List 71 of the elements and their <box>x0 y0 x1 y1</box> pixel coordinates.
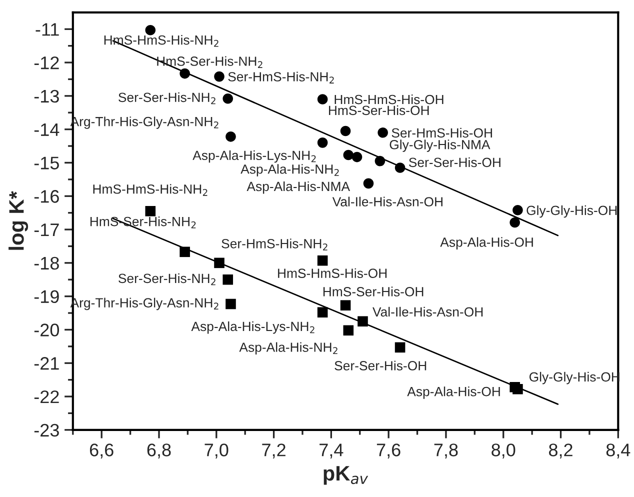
annotation: Asp-Ala-His-NH$_{2}$ <box>240 164 339 176</box>
point <box>226 298 236 310</box>
x-tick-label: 6,8 <box>147 444 171 458</box>
y-tick-label: -12 <box>34 56 59 70</box>
x-tick-label: 6,6 <box>90 444 114 458</box>
y-tick-label: -15 <box>34 156 59 170</box>
point <box>340 126 351 136</box>
annotation: HmS-HmS-His-NH$_{2}$ <box>104 35 218 47</box>
point <box>378 128 388 138</box>
point <box>222 93 234 104</box>
x-tick-label: 7,0 <box>204 444 228 458</box>
annotation: Ser-HmS-His-NH$_{2}$ <box>222 238 328 250</box>
annotation: Ser-HmS-His-OH <box>392 128 492 138</box>
point <box>352 152 362 162</box>
y-tick-label: -17 <box>34 224 59 236</box>
annotation: HmS-HmS-His-OH <box>278 268 387 278</box>
y-tick-label: -13 <box>34 90 59 103</box>
x-tick-label: 8,0 <box>492 444 516 458</box>
y-tick-label: -14 <box>34 123 60 136</box>
point <box>510 217 520 228</box>
x-tick-label: 7,8 <box>434 444 458 458</box>
x-tick-label: 8,2 <box>548 444 572 458</box>
point <box>145 24 156 36</box>
point <box>512 204 523 216</box>
annotation: Gly-Gly-His-OH <box>526 205 617 218</box>
point <box>317 138 328 148</box>
point <box>214 71 224 82</box>
y-tick-label: -22 <box>34 390 59 404</box>
point <box>394 342 406 353</box>
point <box>343 150 354 160</box>
annotation: Ser-Ser-His-NH$_{2}$ <box>118 92 216 104</box>
point <box>363 178 374 189</box>
point <box>145 206 156 216</box>
y-tick-label: -16 <box>34 190 59 203</box>
annotation: Gly-Gly-His-NMA <box>390 140 490 152</box>
annotation: HmS-HmS-His-NH$_{2}$ <box>93 184 208 196</box>
annotation: Ser-Ser-His-OH <box>334 360 426 370</box>
annotation: HmS-HmS-His-OH <box>334 94 444 104</box>
point <box>317 94 328 104</box>
point <box>180 246 190 258</box>
y-tick-label: -23 <box>34 424 59 437</box>
point <box>222 274 234 285</box>
point <box>317 307 328 318</box>
point <box>226 132 236 142</box>
annotation: Ser-HmS-His-NH$_{2}$ <box>228 72 334 84</box>
point <box>317 255 328 266</box>
x-tick-label: 7,4 <box>320 444 344 458</box>
annotation: Val-Ile-His-Asn-OH <box>332 196 442 206</box>
y-tick-label: -18 <box>34 256 59 270</box>
annotation: HmS-Ser-His-OH <box>329 105 429 116</box>
annotation: Asp-Ala-His-NMA <box>246 181 350 194</box>
x-tick-label: 7,6 <box>376 444 400 458</box>
annotation: Asp-Ala-His-Lys-NH$_{2}$ <box>191 321 314 334</box>
annotation: Ser-Ser-His-NH$_{2}$ <box>118 273 216 286</box>
annotation: Asp-Ala-His-Lys-NH$_{2}$ <box>192 150 316 163</box>
x-axis-title: pK$_{av}$ <box>324 466 368 485</box>
x-tick-label: 7,2 <box>262 444 286 458</box>
point <box>340 300 351 310</box>
annotation: Val-Ile-His-Asn-OH <box>372 306 483 317</box>
annotation: Ser-Ser-His-OH <box>408 157 500 168</box>
y-tick-label: -19 <box>34 290 59 304</box>
annotation: Asp-Ala-His-NH$_{2}$ <box>239 342 338 355</box>
annotation: Asp-Ala-His-OH <box>440 237 533 250</box>
annotation: Asp-Ala-His-OH <box>407 386 500 399</box>
y-tick-label: -20 <box>34 324 60 336</box>
annotation: HmS-Ser-His-OH <box>323 286 424 296</box>
point <box>343 325 354 336</box>
y-axis-title: log K* <box>8 191 28 250</box>
x-tick-label: 8,4 <box>606 444 630 458</box>
y-tick-label: -21 <box>34 357 59 370</box>
y-tick-label: -11 <box>36 23 59 36</box>
